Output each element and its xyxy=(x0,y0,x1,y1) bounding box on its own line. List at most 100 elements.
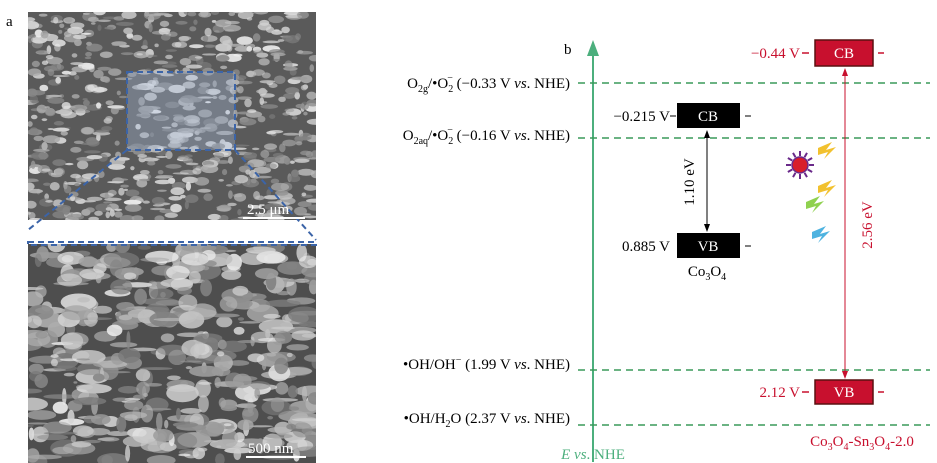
texture-grain xyxy=(288,385,298,398)
texture-grain xyxy=(29,127,38,135)
texture-grain xyxy=(271,397,284,412)
texture-grain xyxy=(46,95,62,97)
texture-grain xyxy=(106,100,114,105)
texture-grain xyxy=(86,155,102,159)
zoom-edge xyxy=(28,242,316,245)
texture-grain xyxy=(255,160,266,167)
texture-grain xyxy=(76,384,93,390)
texture-grain xyxy=(31,152,49,160)
texture-grain xyxy=(25,424,34,427)
texture-grain xyxy=(70,174,81,179)
texture-grain xyxy=(203,35,208,41)
texture-grain xyxy=(97,67,111,71)
texture-grain xyxy=(284,60,292,69)
scale-bar-label: 2.5 μm xyxy=(247,202,290,218)
texture-grain xyxy=(72,53,78,57)
texture-grain xyxy=(61,131,68,136)
texture-grain xyxy=(73,34,86,39)
texture-grain xyxy=(303,112,307,116)
texture-grain xyxy=(119,315,132,320)
texture-grain xyxy=(166,384,199,402)
texture-grain xyxy=(186,366,192,369)
texture-grain xyxy=(79,257,99,267)
texture-grain xyxy=(28,35,33,44)
texture-grain xyxy=(126,190,140,197)
texture-grain xyxy=(72,94,80,99)
texture-grain xyxy=(252,148,259,150)
texture-grain xyxy=(93,70,103,78)
texture-grain xyxy=(305,185,310,190)
texture-grain xyxy=(266,434,293,439)
texture-grain xyxy=(189,271,201,284)
texture-grain xyxy=(82,64,95,70)
texture-grain xyxy=(144,158,159,162)
texture-grain xyxy=(224,423,232,426)
texture-grain xyxy=(18,389,42,394)
texture-grain xyxy=(116,302,134,311)
texture-grain xyxy=(265,163,277,169)
texture-grain xyxy=(136,369,150,381)
texture-grain xyxy=(255,268,278,279)
texture-grain xyxy=(228,190,233,199)
texture-grain xyxy=(77,363,103,375)
texture-grain xyxy=(237,420,253,431)
texture-grain xyxy=(152,197,165,205)
texture-grain xyxy=(165,55,173,59)
texture-grain xyxy=(41,142,47,150)
texture-grain xyxy=(189,366,222,377)
texture-grain xyxy=(275,382,288,395)
sun-ray xyxy=(808,158,812,161)
texture-grain xyxy=(173,422,198,428)
texture-grain xyxy=(150,288,173,299)
texture-grain xyxy=(110,209,115,216)
texture-grain xyxy=(61,332,89,347)
texture-grain xyxy=(249,170,256,178)
texture-grain xyxy=(179,36,191,40)
texture-grain xyxy=(121,52,134,55)
texture-grain xyxy=(52,159,66,166)
texture-grain xyxy=(193,447,206,459)
texture-grain xyxy=(55,110,70,114)
material-label: Co3O4 xyxy=(688,264,726,283)
texture-grain xyxy=(114,209,122,211)
texture-grain xyxy=(118,348,140,363)
texture-grain xyxy=(258,116,266,123)
texture-grain xyxy=(253,50,263,54)
texture-grain xyxy=(203,193,212,201)
texture-grain xyxy=(156,175,173,178)
texture-grain xyxy=(219,398,226,408)
texture-grain xyxy=(203,266,210,270)
texture-grain xyxy=(205,28,212,37)
texture-grain xyxy=(209,157,220,162)
texture-grain xyxy=(62,305,91,320)
sun-ray xyxy=(808,170,812,173)
texture-grain xyxy=(130,166,134,170)
panel-label: a xyxy=(6,14,13,30)
texture-grain xyxy=(30,90,46,95)
texture-grain xyxy=(121,11,136,19)
texture-grain xyxy=(27,410,56,420)
texture-grain xyxy=(269,114,275,119)
texture-grain xyxy=(88,217,99,221)
texture-grain xyxy=(74,183,80,186)
texture-grain xyxy=(25,21,39,29)
texture-grain xyxy=(137,154,147,158)
texture-grain xyxy=(84,440,101,443)
texture-grain xyxy=(67,214,84,220)
texture-grain xyxy=(260,104,278,109)
vb-potential: 2.12 V xyxy=(759,385,800,401)
texture-grain xyxy=(96,102,101,108)
texture-grain xyxy=(268,16,284,23)
texture-grain xyxy=(140,257,169,261)
texture-grain xyxy=(32,61,40,67)
texture-grain xyxy=(308,204,323,210)
texture-grain xyxy=(140,367,173,370)
texture-grain xyxy=(50,354,58,358)
texture-grain xyxy=(43,421,72,433)
vb-label: VB xyxy=(698,239,719,255)
texture-grain xyxy=(25,201,36,209)
texture-grain xyxy=(143,201,150,204)
texture-grain xyxy=(77,297,90,302)
texture-grain xyxy=(266,300,301,307)
zoom-box xyxy=(127,72,235,150)
